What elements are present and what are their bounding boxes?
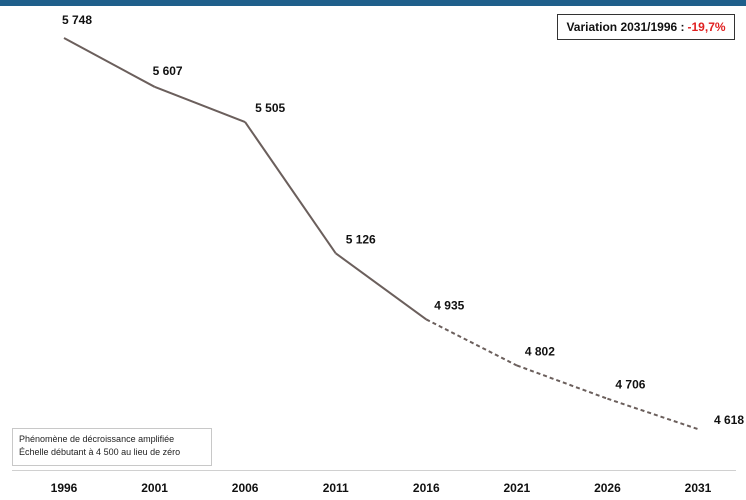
- data-label: 5 607: [153, 64, 183, 78]
- variation-label: Variation 2031/1996 :: [566, 20, 685, 34]
- projection-line-segment: [425, 318, 518, 367]
- note-line-2: Échelle débutant à 4 500 au lieu de zéro: [19, 447, 181, 457]
- observed-line-segment: [154, 85, 246, 124]
- x-tick-label: 2031: [685, 481, 712, 495]
- x-tick-label: 2016: [413, 481, 440, 495]
- projection-line-segment: [607, 397, 699, 431]
- data-label: 5 126: [346, 232, 376, 246]
- variation-box: Variation 2031/1996 : -19,7%: [557, 14, 735, 40]
- variation-value: -19,7%: [687, 20, 726, 34]
- x-tick-label: 2026: [594, 481, 621, 495]
- x-tick-label: 2006: [232, 481, 259, 495]
- top-accent-bar: [0, 0, 746, 6]
- projection-line-segment: [516, 364, 608, 400]
- data-label: 4 706: [615, 378, 645, 392]
- data-label: 5 748: [62, 13, 92, 27]
- data-label: 4 935: [434, 298, 464, 312]
- observed-line-segment: [244, 121, 337, 254]
- x-tick-label: 2021: [504, 481, 531, 495]
- x-tick-label: 1996: [51, 481, 78, 495]
- data-label: 5 505: [255, 101, 285, 115]
- note-line-1: Phénomène de décroissance amplifiée: [19, 434, 175, 444]
- x-tick-label: 2001: [141, 481, 168, 495]
- observed-line-segment: [63, 37, 156, 88]
- data-label: 4 618: [714, 413, 744, 427]
- data-label: 4 802: [525, 344, 555, 358]
- scale-note-box: Phénomène de décroissance amplifiée Éche…: [12, 428, 212, 466]
- x-tick-label: 2011: [323, 481, 349, 495]
- x-axis-baseline: [12, 470, 736, 471]
- observed-line-segment: [335, 252, 427, 321]
